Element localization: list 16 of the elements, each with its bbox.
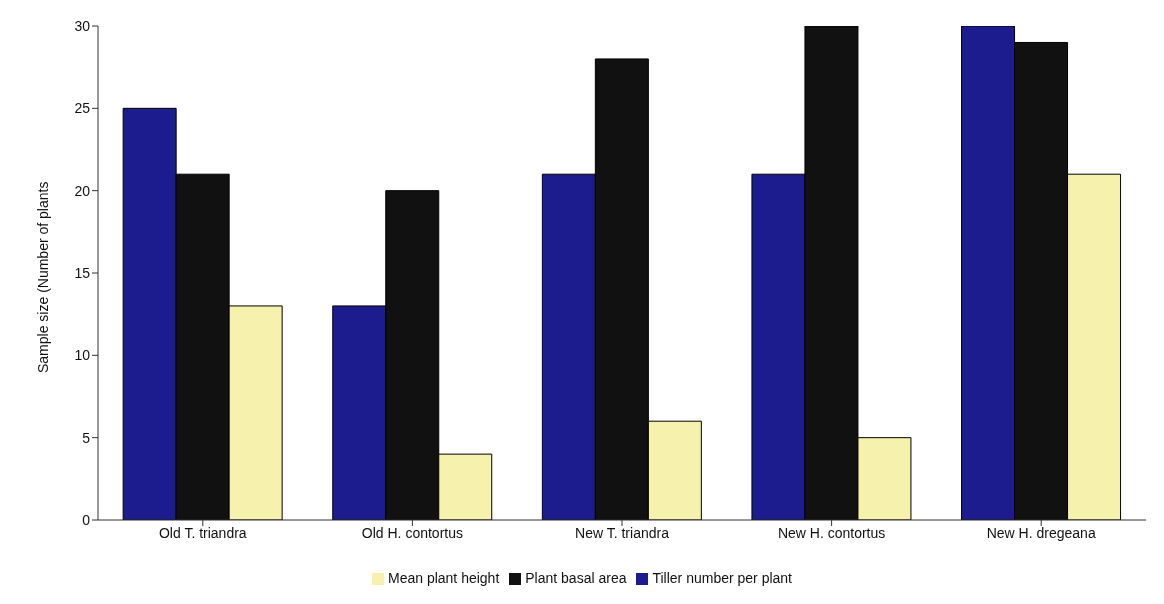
x-tick-label: New T. triandra xyxy=(575,524,670,541)
y-tick-label: 20 xyxy=(74,182,91,199)
y-axis-title: Sample size (Number of plants xyxy=(34,181,51,373)
y-tick-label: 15 xyxy=(74,264,91,281)
x-tick-label: New H. dregeana xyxy=(986,524,1096,541)
legend-label: Plant basal area xyxy=(525,570,627,586)
y-tick-label: 30 xyxy=(74,17,91,34)
x-tick-label: Old H. contortus xyxy=(361,524,463,541)
legend-label: Tiller number per plant xyxy=(652,570,793,586)
x-tick-label: Old T. triandra xyxy=(158,524,247,541)
y-tick-label: 5 xyxy=(82,429,91,446)
x-tick-label: New H. contortus xyxy=(777,524,886,541)
y-tick-label: 0 xyxy=(82,511,91,528)
legend-label: Mean plant height xyxy=(387,570,500,586)
y-tick-label: 25 xyxy=(74,100,91,117)
y-tick-label: 10 xyxy=(74,347,91,364)
